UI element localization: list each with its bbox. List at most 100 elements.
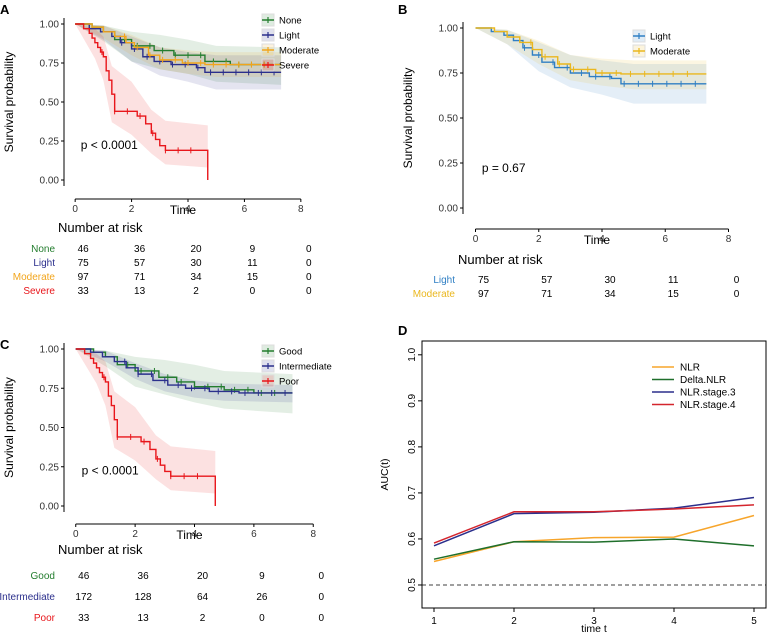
risk-value: 20	[197, 571, 209, 582]
y-tick-label: 1.00	[439, 24, 459, 35]
risk-value: 97	[478, 289, 490, 300]
ci-band-light	[475, 28, 707, 104]
legend-label-nlr-stage-4: NLR.stage.4	[680, 400, 736, 411]
km-curve-moderate	[475, 27, 707, 75]
risk-value: 2	[193, 286, 199, 297]
y-axis-label: Survival probability	[2, 52, 16, 153]
risk-value: 36	[134, 244, 146, 255]
plot-background	[64, 18, 312, 186]
x-tick-label: 4	[192, 529, 198, 540]
x-axis-label: Time	[584, 233, 611, 247]
y-tick-label: 0.75	[40, 384, 60, 395]
y-axis-label: Survival probability	[401, 68, 415, 169]
y-tick-label: 0.25	[40, 137, 60, 148]
x-tick-label: 2	[132, 529, 138, 540]
y-tick-label: 1.00	[40, 345, 60, 356]
y-tick-label: 0.5	[407, 578, 418, 592]
risk-value: 46	[78, 571, 90, 582]
risk-value: 128	[135, 592, 152, 603]
x-tick-label: 0	[72, 204, 78, 215]
x-tick-label: 4	[599, 234, 605, 245]
y-tick-label: 1.00	[40, 20, 60, 31]
risk-value: 0	[306, 258, 312, 269]
y-axis-label: AUC(t)	[379, 458, 391, 490]
x-tick-label: 2	[511, 616, 517, 627]
risk-row-label-light: Light	[33, 258, 55, 269]
panel-label: D	[398, 323, 407, 338]
x-tick-label: 6	[251, 529, 257, 540]
y-tick-label: 0.7	[407, 486, 418, 500]
km-curve-moderate	[75, 23, 282, 66]
legend-label-light: Light	[650, 32, 671, 43]
ci-band-severe	[75, 24, 208, 168]
legend-label-good: Good	[279, 347, 302, 358]
x-axis-label: Time	[170, 203, 197, 217]
km-curve-severe	[75, 23, 209, 180]
x-tick-label: 8	[310, 529, 316, 540]
risk-value: 57	[541, 275, 553, 286]
risk-row-label-none: None	[31, 244, 55, 255]
risk-value: 13	[138, 613, 150, 624]
ci-band-poor	[75, 349, 216, 494]
p-value: p = 0.67	[482, 161, 526, 175]
y-tick-label: 0.50	[439, 114, 459, 125]
y-tick-label: 0.00	[40, 502, 60, 513]
auc-line-nlr	[433, 514, 755, 563]
risk-value: 15	[247, 272, 259, 283]
x-tick-label: 1	[431, 616, 437, 627]
risk-value: 13	[134, 286, 146, 297]
km-curve-light	[475, 27, 707, 85]
risk-value: 26	[256, 592, 268, 603]
x-tick-label: 8	[298, 204, 304, 215]
y-tick-label: 0.25	[40, 462, 60, 473]
x-tick-label: 4	[185, 204, 191, 215]
risk-value: 71	[541, 289, 553, 300]
risk-value: 0	[318, 571, 324, 582]
risk-value: 30	[604, 275, 616, 286]
y-tick-label: 0.25	[439, 159, 459, 170]
km-curve-intermediate	[75, 348, 293, 394]
risk-value: 11	[668, 275, 679, 286]
risk-value: 172	[75, 592, 92, 603]
panel-b: B 0.00 0.25 0.50 0.75 1.00 0 2 4 6 8 Time Survival p…	[398, 2, 741, 300]
auc-line-nlr-stage-3	[433, 496, 755, 547]
risk-row-label-moderate: Moderate	[13, 272, 56, 283]
y-tick-label: 0.75	[439, 69, 459, 80]
legend-label-nlr: NLR	[680, 363, 700, 374]
risk-row-label-moderate: Moderate	[413, 289, 456, 300]
risk-value: 0	[318, 613, 324, 624]
risk-value: 2	[200, 613, 206, 624]
risk-value: 34	[604, 289, 616, 300]
ci-band-intermediate	[75, 349, 293, 403]
y-tick-label: 0.00	[40, 176, 60, 187]
risk-row-label-intermediate: Intermediate	[0, 592, 55, 603]
x-tick-label: 2	[129, 204, 135, 215]
y-tick-label: 0.50	[40, 423, 60, 434]
risk-table-title: Number at risk	[458, 252, 543, 267]
km-curve-good	[75, 348, 293, 394]
risk-value: 0	[318, 592, 324, 603]
y-tick-label: 0.50	[40, 98, 60, 109]
risk-value: 75	[478, 275, 490, 286]
y-tick-label: 0.8	[407, 439, 418, 453]
risk-value: 0	[306, 272, 312, 283]
risk-value: 64	[197, 592, 209, 603]
x-tick-label: 0	[473, 234, 479, 245]
auc-line-delta-nlr	[433, 538, 755, 560]
legend-label-delta-nlr: Delta.NLR	[680, 375, 726, 386]
risk-value: 33	[78, 613, 90, 624]
risk-value: 0	[734, 289, 740, 300]
risk-value: 30	[190, 258, 202, 269]
risk-value: 15	[668, 289, 680, 300]
panel-label: A	[0, 2, 10, 17]
x-tick-label: 3	[591, 616, 597, 627]
legend-label-severe: Severe	[279, 61, 309, 72]
risk-value: 0	[306, 286, 312, 297]
auc-line-nlr-stage-4	[433, 504, 755, 544]
y-tick-label: 0.6	[407, 532, 418, 546]
plot-background	[463, 22, 741, 214]
y-axis-label: Survival probability	[2, 377, 16, 478]
risk-table-title: Number at risk	[58, 542, 143, 557]
